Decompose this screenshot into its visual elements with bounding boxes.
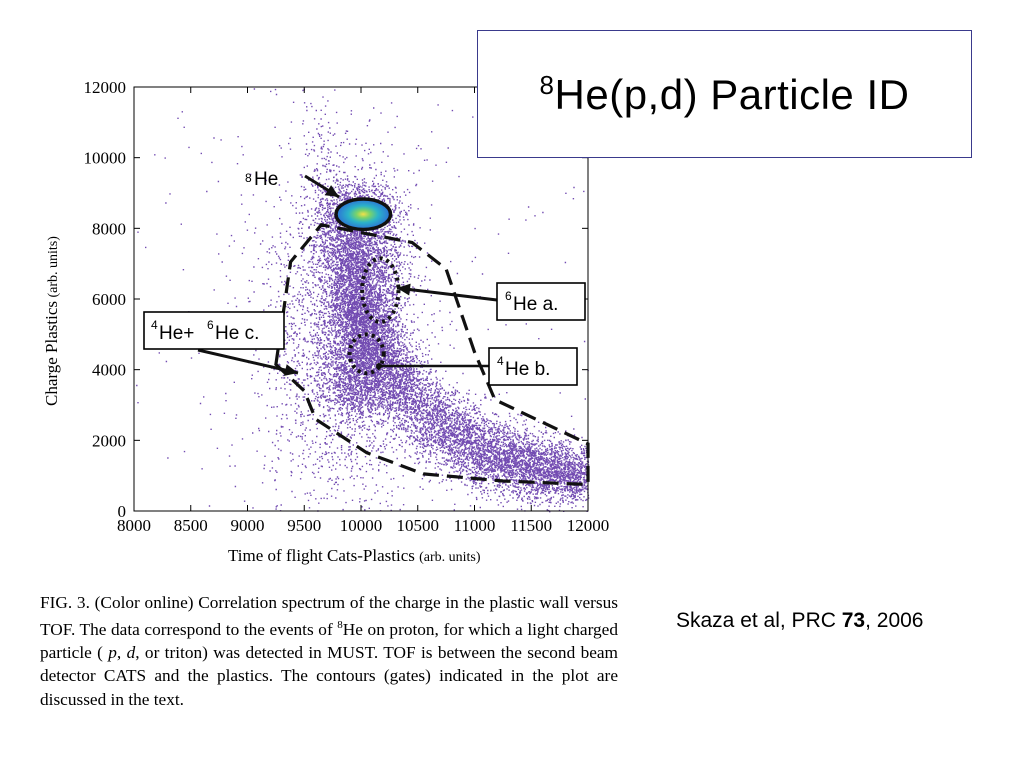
he8-peak: [336, 199, 391, 230]
caption-comma: ,: [116, 643, 127, 663]
annotation-c-label: He c.: [215, 323, 259, 344]
x-tick-label: 8000: [117, 516, 151, 535]
caption-part1: (Color online) Correlation spectrum of t…: [40, 593, 619, 639]
arrow-head: [397, 283, 411, 296]
title-text: He(p,d) Particle ID: [554, 70, 910, 118]
arrow-he8: [304, 174, 340, 199]
y-tick-label: 12000: [84, 78, 127, 97]
x-tick-label: 11500: [510, 516, 552, 535]
y-tick-label: 10000: [84, 149, 127, 168]
annotation-he6-a: 6 He a.: [496, 282, 586, 321]
x-tick-label: 9500: [287, 516, 321, 535]
y-tick-label: 4000: [92, 361, 126, 380]
x-axis-title-units: (arb. units): [419, 550, 481, 565]
y-axis-title: Charge Plastics (arb. units): [42, 236, 61, 406]
y-axis-title-units: (arb. units): [46, 236, 61, 301]
arrow-line: [396, 286, 498, 302]
arrow-head: [283, 364, 298, 376]
annotation-he8-label: He: [254, 169, 278, 190]
arrow-line: [197, 348, 299, 375]
arrow-he4-he6-c: [197, 348, 299, 376]
arrow-head: [324, 185, 339, 197]
scatter-density: [136, 88, 590, 513]
leader-dot-he4-b: [376, 363, 382, 369]
caption-he-sup: 8: [337, 619, 343, 632]
figure-caption: FIG. 3. (Color online) Correlation spect…: [40, 591, 618, 711]
y-tick-label: 0: [118, 502, 127, 521]
gate-contour: [274, 223, 590, 487]
citation-volume: 73: [841, 609, 866, 632]
annotation-c-mid: He+: [159, 323, 194, 344]
x-axis-title: Time of flight Cats-Plastics (arb. units…: [228, 546, 481, 565]
annotation-c-sup1: 4: [151, 318, 158, 332]
caption-lead: FIG. 3.: [40, 593, 90, 612]
citation-suffix: , 2006: [865, 609, 924, 632]
citation-prefix: Skaza et al, PRC: [676, 609, 842, 632]
x-axis-title-main: Time: [228, 546, 263, 565]
y-tick-label: 8000: [92, 219, 126, 238]
data-points: [136, 88, 590, 513]
gate-he6_a: [360, 256, 401, 324]
annotation-he6-label: He a.: [513, 294, 558, 315]
x-tick-label: 10500: [397, 516, 440, 535]
x-tick-label: 8500: [174, 516, 208, 535]
caption-part3: , or triton) was detected in MUST. TOF i…: [40, 643, 618, 709]
caption-d: d: [126, 643, 136, 663]
slide-title: 8He(p,d) Particle ID: [540, 70, 910, 119]
annotation-he4-b: 4 He b.: [488, 347, 578, 386]
annotation-he4-sup: 4: [497, 354, 504, 368]
gate-he4_b: [347, 332, 386, 376]
arrow-he6-a: [396, 283, 498, 302]
annotation-he4-label: He b.: [505, 359, 550, 380]
x-tick-label: 10000: [340, 516, 383, 535]
citation: Skaza et al, PRC 73, 2006: [676, 609, 923, 633]
title-superscript: 8: [539, 69, 555, 100]
x-tick-label: 9000: [231, 516, 265, 535]
caption-part2: He on proton, for which a light charged …: [40, 619, 618, 663]
annotation-he8-sup: 8: [245, 171, 252, 185]
y-tick-label: 2000: [92, 431, 126, 450]
caption-p: p: [108, 643, 117, 663]
x-tick-label: 11000: [454, 516, 496, 535]
annotation-he6-sup: 6: [505, 289, 512, 303]
annotation-he4-he6-c: 4 He+ 6 He c.: [143, 311, 285, 350]
gate-he8: [334, 197, 393, 232]
y-tick-label: 6000: [92, 290, 126, 309]
annotation-he8: 8 He: [245, 169, 278, 190]
x-axis-title-mid: of flight Cats-Plastics: [263, 546, 419, 565]
y-axis-title-main: Charge Plastics: [42, 301, 61, 406]
slide-title-box: 8He(p,d) Particle ID: [477, 30, 972, 158]
x-tick-label: 12000: [567, 516, 610, 535]
annotation-c-sup2: 6: [207, 318, 214, 332]
